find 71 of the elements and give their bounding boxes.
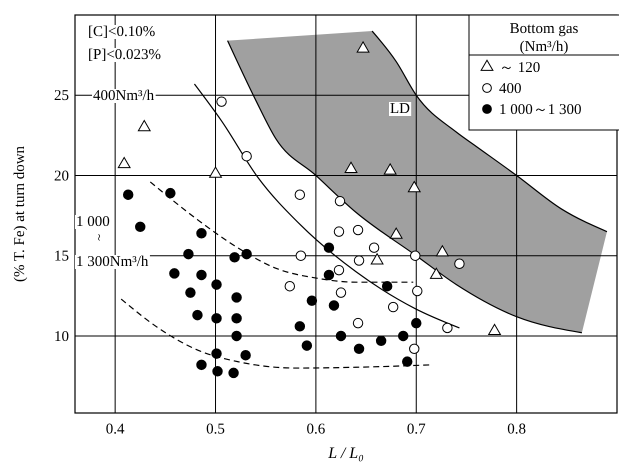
x-tick-label: 0.5 (206, 422, 225, 438)
point (336, 330, 346, 342)
point (436, 245, 449, 256)
point (302, 340, 312, 351)
legend-label: 400 (499, 81, 522, 97)
y-tick-label: 15 (54, 248, 69, 265)
x-tick-label: 0.6 (306, 422, 326, 438)
point (185, 287, 196, 298)
point (196, 228, 207, 238)
point (229, 252, 240, 263)
y-tick-label: 10 (54, 328, 69, 345)
legend-label: ～ 120 (499, 60, 540, 76)
point (402, 356, 412, 367)
point (412, 286, 422, 296)
point (231, 292, 242, 303)
point (324, 242, 334, 253)
x-tick-label: 0.7 (406, 422, 426, 438)
point (212, 366, 223, 376)
annotation: 400Nm³/h (93, 88, 155, 104)
point (183, 248, 194, 260)
point (411, 318, 422, 328)
y-tick-label: 20 (54, 168, 69, 184)
point (231, 313, 242, 324)
point (390, 228, 403, 239)
point (354, 344, 364, 354)
point (211, 279, 222, 290)
point (209, 166, 222, 178)
y-axis-title: (% T. Fe) at turn down (12, 145, 28, 282)
point (324, 270, 334, 280)
point (334, 196, 346, 206)
point (192, 310, 203, 320)
point (165, 188, 176, 198)
point (408, 181, 421, 192)
point (382, 281, 392, 292)
point (409, 344, 420, 354)
x-axis-title: L / L₀ (327, 445, 364, 462)
point (241, 151, 252, 162)
point (211, 348, 222, 359)
point (169, 268, 180, 279)
point (240, 350, 251, 360)
point (294, 321, 306, 332)
point (328, 300, 340, 311)
annotation: [C]<0.10% (88, 24, 156, 40)
annotation: [P]<0.023% (88, 47, 162, 63)
point (430, 268, 443, 279)
point (196, 270, 207, 280)
legend-title: Bottom gas (Nm³/h) (510, 21, 579, 55)
point (196, 360, 207, 370)
point (138, 120, 151, 132)
x-tick-label: 0.4 (106, 422, 126, 438)
point (306, 295, 318, 306)
annotation: 1 000 ～ 1 300Nm³/h (76, 214, 149, 270)
point (241, 248, 252, 260)
point (211, 313, 222, 324)
x-tick-label: 0.8 (507, 422, 526, 438)
point (398, 330, 408, 342)
point (228, 368, 239, 378)
point (231, 330, 242, 342)
legend-label: 1 000～1 300 (499, 102, 582, 118)
point (296, 250, 306, 261)
point (410, 250, 420, 261)
point (122, 190, 134, 200)
point (344, 162, 358, 173)
point (356, 41, 370, 53)
annotation: LD (390, 101, 410, 117)
point (118, 156, 131, 168)
point (135, 222, 146, 232)
point (454, 258, 465, 269)
y-tick-label: 25 (54, 88, 69, 104)
point (376, 336, 386, 346)
point (384, 163, 397, 175)
